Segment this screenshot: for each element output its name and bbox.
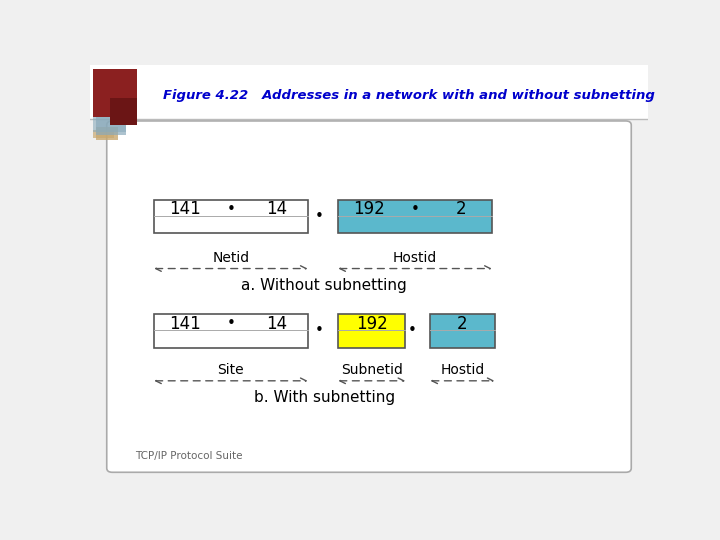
Text: TCP/IP Protocol Suite: TCP/IP Protocol Suite (135, 451, 242, 461)
Text: 14: 14 (266, 200, 287, 218)
Bar (93, 130, 114, 138)
Text: •: • (315, 209, 323, 224)
Text: 2: 2 (456, 200, 467, 218)
Bar (338, 200, 492, 233)
Bar (338, 314, 405, 348)
FancyBboxPatch shape (107, 121, 631, 472)
Text: 192: 192 (353, 200, 385, 218)
Bar (96, 114, 126, 136)
Text: Hostid: Hostid (393, 251, 437, 265)
Bar (112, 102, 138, 125)
Bar (109, 98, 138, 125)
Bar (93, 116, 126, 132)
Text: Figure 4.22   Addresses in a network with and without subnetting: Figure 4.22 Addresses in a network with … (163, 90, 654, 103)
Bar (90, 65, 648, 119)
Text: •: • (410, 202, 420, 217)
Bar (154, 314, 307, 348)
Bar (96, 127, 118, 140)
Bar (154, 200, 307, 233)
Text: 141: 141 (169, 200, 201, 218)
Text: •: • (227, 202, 235, 217)
Text: 141: 141 (169, 315, 201, 333)
Text: 192: 192 (356, 315, 387, 333)
Text: Hostid: Hostid (441, 363, 485, 377)
Text: b. With subnetting: b. With subnetting (253, 390, 395, 405)
Bar (96, 77, 138, 114)
Text: •: • (227, 316, 235, 331)
Bar (93, 69, 138, 117)
Text: 2: 2 (457, 315, 468, 333)
Text: a. Without subnetting: a. Without subnetting (241, 278, 408, 293)
Text: 14: 14 (266, 315, 287, 333)
Text: •: • (315, 323, 323, 339)
Bar (431, 314, 495, 348)
Text: Netid: Netid (212, 251, 249, 265)
Text: Subnetid: Subnetid (341, 363, 402, 377)
Text: Site: Site (217, 363, 244, 377)
Text: •: • (408, 323, 417, 339)
